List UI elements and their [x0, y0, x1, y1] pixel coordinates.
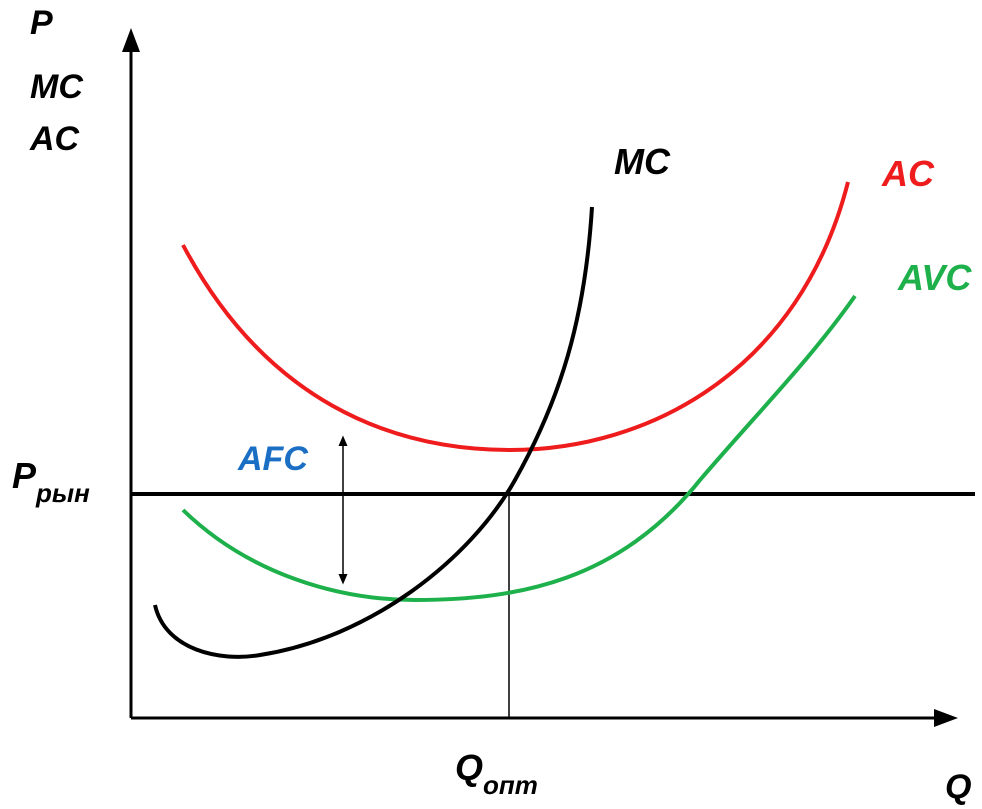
ac-curve [181, 181, 850, 453]
mc-curve [153, 206, 594, 659]
optimum-label-main: Q [455, 747, 483, 788]
x-axis-arrow [934, 709, 958, 727]
avc-curve-label: AVC [897, 257, 972, 298]
y-axis-label-line-1: P [30, 4, 53, 42]
optimum-label: Qопт [455, 747, 538, 800]
afc-label: AFC [237, 440, 308, 478]
y-axis-label-line-2: MC [30, 68, 83, 106]
y-axis-arrow [122, 28, 140, 52]
avc-curve [181, 294, 857, 603]
price-label: Pрын [12, 455, 90, 508]
price-label-main: P [12, 455, 37, 496]
y-axis-label-line-3: AC [29, 120, 80, 158]
ac-curve-label: AC [881, 153, 935, 194]
price-label-sub: рын [35, 478, 90, 508]
x-axis-label: Q [945, 768, 971, 806]
mc-curve-label: MC [614, 141, 671, 182]
optimum-label-sub: опт [483, 770, 538, 800]
